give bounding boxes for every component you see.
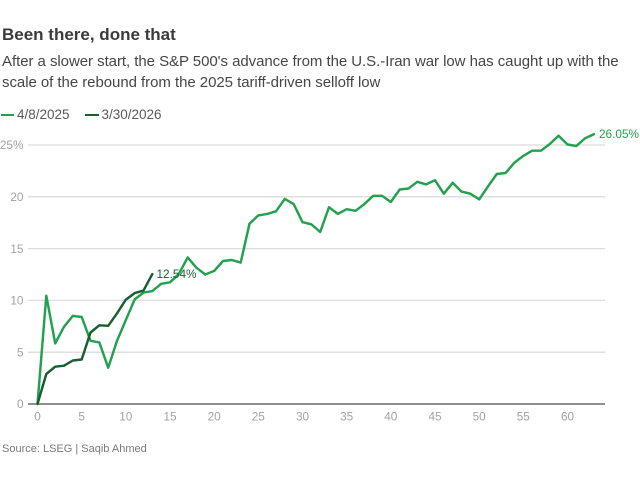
svg-text:25%: 25% <box>0 138 24 152</box>
svg-text:20: 20 <box>208 410 222 424</box>
svg-text:60: 60 <box>561 410 575 424</box>
svg-text:12.54%: 12.54% <box>157 267 198 281</box>
svg-text:40: 40 <box>384 410 398 424</box>
svg-text:15: 15 <box>163 410 177 424</box>
svg-text:35: 35 <box>340 410 354 424</box>
svg-text:15: 15 <box>10 242 24 256</box>
svg-text:55: 55 <box>517 410 531 424</box>
svg-text:0: 0 <box>17 397 24 411</box>
svg-text:30: 30 <box>296 410 310 424</box>
svg-text:20: 20 <box>10 190 24 204</box>
svg-text:26.05%: 26.05% <box>599 127 640 141</box>
svg-text:0: 0 <box>34 410 41 424</box>
svg-text:45: 45 <box>428 410 442 424</box>
svg-text:5: 5 <box>78 410 85 424</box>
svg-text:5: 5 <box>17 345 24 359</box>
svg-text:10: 10 <box>119 410 133 424</box>
svg-text:10: 10 <box>10 294 24 308</box>
svg-text:25: 25 <box>252 410 266 424</box>
svg-text:50: 50 <box>473 410 487 424</box>
